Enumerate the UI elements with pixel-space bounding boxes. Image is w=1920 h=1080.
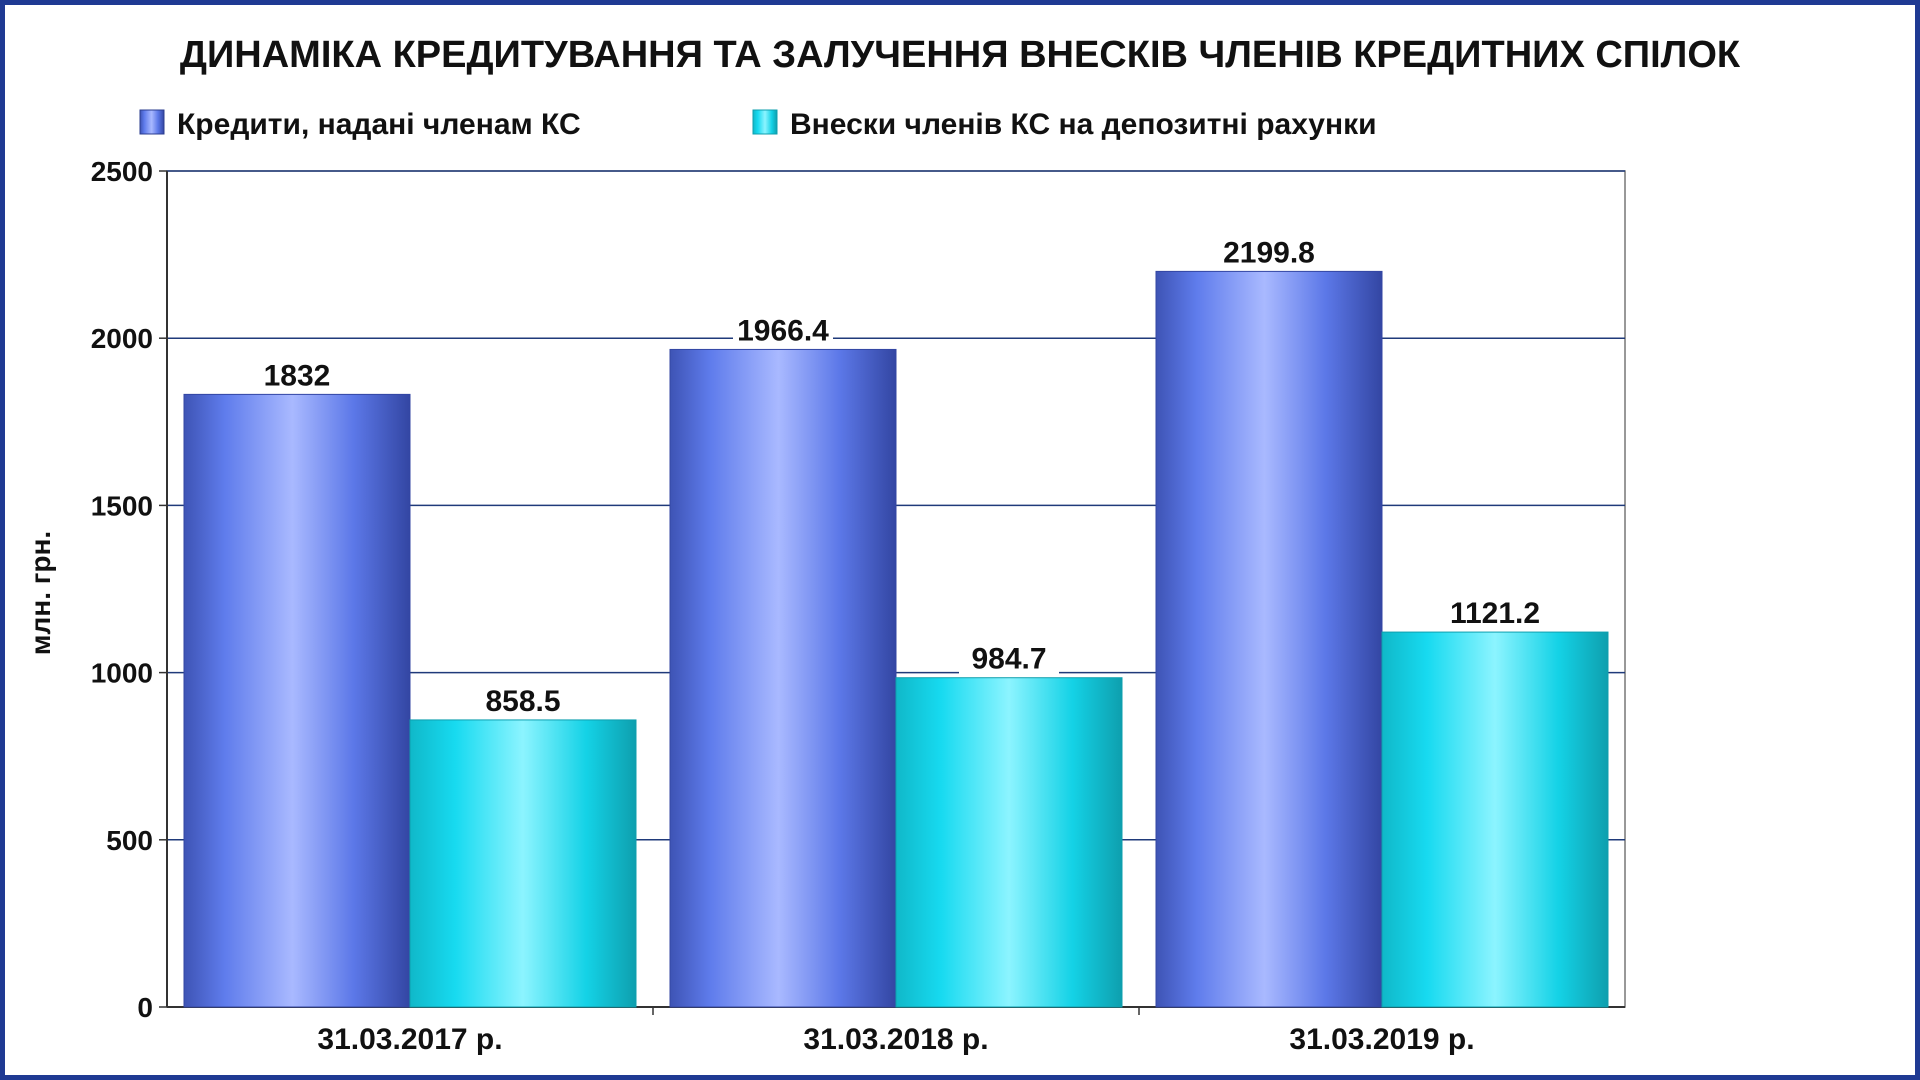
data-label-background: [1219, 235, 1319, 270]
bar-loans: [183, 393, 411, 1008]
data-label-deposits: 1121.2: [1450, 597, 1540, 630]
y-tick-label: 1000: [91, 658, 153, 689]
x-category-label: 31.03.2019 р.: [1289, 1023, 1474, 1056]
legend-label-deposits: Внески членів КС на депозитні рахунки: [790, 108, 1377, 141]
data-label-background: [959, 641, 1059, 676]
y-tick-label: 2000: [91, 323, 153, 354]
data-label-background: [247, 358, 347, 393]
data-label-deposits: 858.5: [485, 685, 560, 718]
legend-label-loans: Кредити, надані членам КС: [177, 108, 581, 141]
data-label-loans: 2199.8: [1223, 236, 1315, 269]
chart-title: ДИНАМІКА КРЕДИТУВАННЯ ТА ЗАЛУЧЕННЯ ВНЕСК…: [180, 34, 1741, 76]
x-category-label: 31.03.2017 р.: [317, 1023, 502, 1056]
data-label-background: [733, 313, 833, 348]
bar-deposits: [409, 719, 637, 1008]
data-label-deposits: 984.7: [971, 643, 1046, 676]
bar-deposits: [1381, 631, 1609, 1008]
data-label-loans: 1966.4: [737, 314, 829, 347]
data-label-background: [1445, 596, 1545, 631]
legend: Кредити, надані членам КС Внески членів …: [139, 108, 1377, 141]
bar-loans: [1155, 270, 1383, 1008]
y-axis-label: млн. грн.: [25, 531, 56, 655]
y-tick-label: 0: [137, 992, 153, 1023]
x-category-label: 31.03.2018 р.: [803, 1023, 988, 1056]
y-tick-label: 1500: [91, 490, 153, 521]
bar-deposits: [895, 677, 1123, 1008]
bar-chart: ДИНАМІКА КРЕДИТУВАННЯ ТА ЗАЛУЧЕННЯ ВНЕСК…: [25, 34, 1741, 1056]
data-label-loans: 1832: [264, 359, 331, 392]
plot-area: 0 500 1000 1500 2000 2500 1832 858.5 31.03.2017 …: [91, 156, 1626, 1056]
legend-swatch-deposits: [752, 109, 778, 135]
legend-swatch-loans: [139, 109, 165, 135]
data-label-background: [473, 683, 573, 718]
y-tick-label: 500: [106, 825, 153, 856]
bar-loans: [669, 348, 897, 1008]
y-tick-label: 2500: [91, 156, 153, 187]
